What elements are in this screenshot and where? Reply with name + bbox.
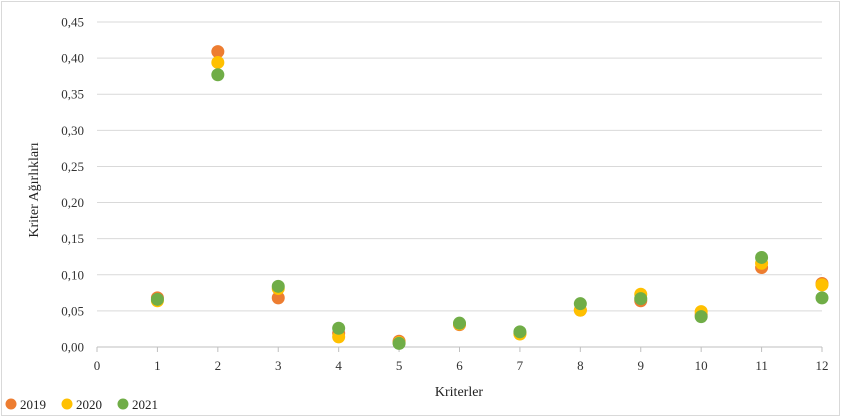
x-tick-label: 4 [335,358,342,373]
legend-marker-2020 [61,398,73,410]
point-2021 [453,316,466,330]
point-2021 [150,292,164,306]
point-2019 [211,45,225,59]
y-tick-label: 0,30 [61,123,84,138]
legend-label: 2021 [132,397,158,412]
x-tick-label: 3 [275,358,282,373]
point-2019 [271,291,285,305]
gridlines [97,21,822,312]
x-tick-label: 2 [215,358,222,373]
x-tick-label: 10 [695,358,708,373]
x-tick-label: 7 [517,358,524,373]
point-2021 [573,297,587,311]
point-2021 [815,291,829,305]
y-tick-label: 0,40 [61,51,84,66]
point-2021 [332,321,346,335]
legend: 2019 2020 2021 [5,397,158,412]
y-tick-label: 0,35 [61,87,84,102]
y-tick-label: 0,05 [61,303,84,318]
y-tick-label: 0,15 [61,231,84,246]
point-2021 [271,279,285,293]
x-axis-title: Kriterler [435,385,484,400]
point-2020 [815,278,829,292]
x-tick-label: 6 [456,358,463,373]
y-axis-ticks: 0,00 0,05 0,10 0,15 0,20 0,25 0,30 0,35 0,40 0,45 [61,15,84,355]
point-2021 [392,336,406,350]
point-2021 [211,68,225,82]
y-tick-label: 0,25 [61,159,84,174]
x-tick-label: 0 [94,358,101,373]
point-2021 [694,310,708,324]
x-tick-label: 5 [396,358,403,373]
legend-label: 2020 [76,397,102,412]
legend-marker-2021 [117,398,129,410]
y-tick-label: 0,00 [61,340,84,355]
y-axis-title: Kriter Ağırlıkları [27,142,42,237]
point-2021 [634,292,648,306]
y-tick-label: 0,45 [61,15,84,30]
x-tick-label: 11 [755,358,768,373]
y-tick-label: 0,10 [61,267,84,282]
x-tick-label: 12 [816,358,829,373]
point-2021 [513,325,527,339]
legend-label: 2019 [20,397,46,412]
x-axis-ticks: 0 1 2 3 4 5 6 7 8 9 10 11 12 [94,347,829,373]
x-tick-label: 9 [638,358,645,373]
data-points [150,45,829,350]
x-tick-label: 8 [577,358,584,373]
point-2020 [211,55,225,69]
x-tick-label: 1 [154,358,161,373]
point-2021 [755,250,769,264]
y-tick-label: 0,20 [61,195,84,210]
legend-marker-2019 [5,398,17,410]
